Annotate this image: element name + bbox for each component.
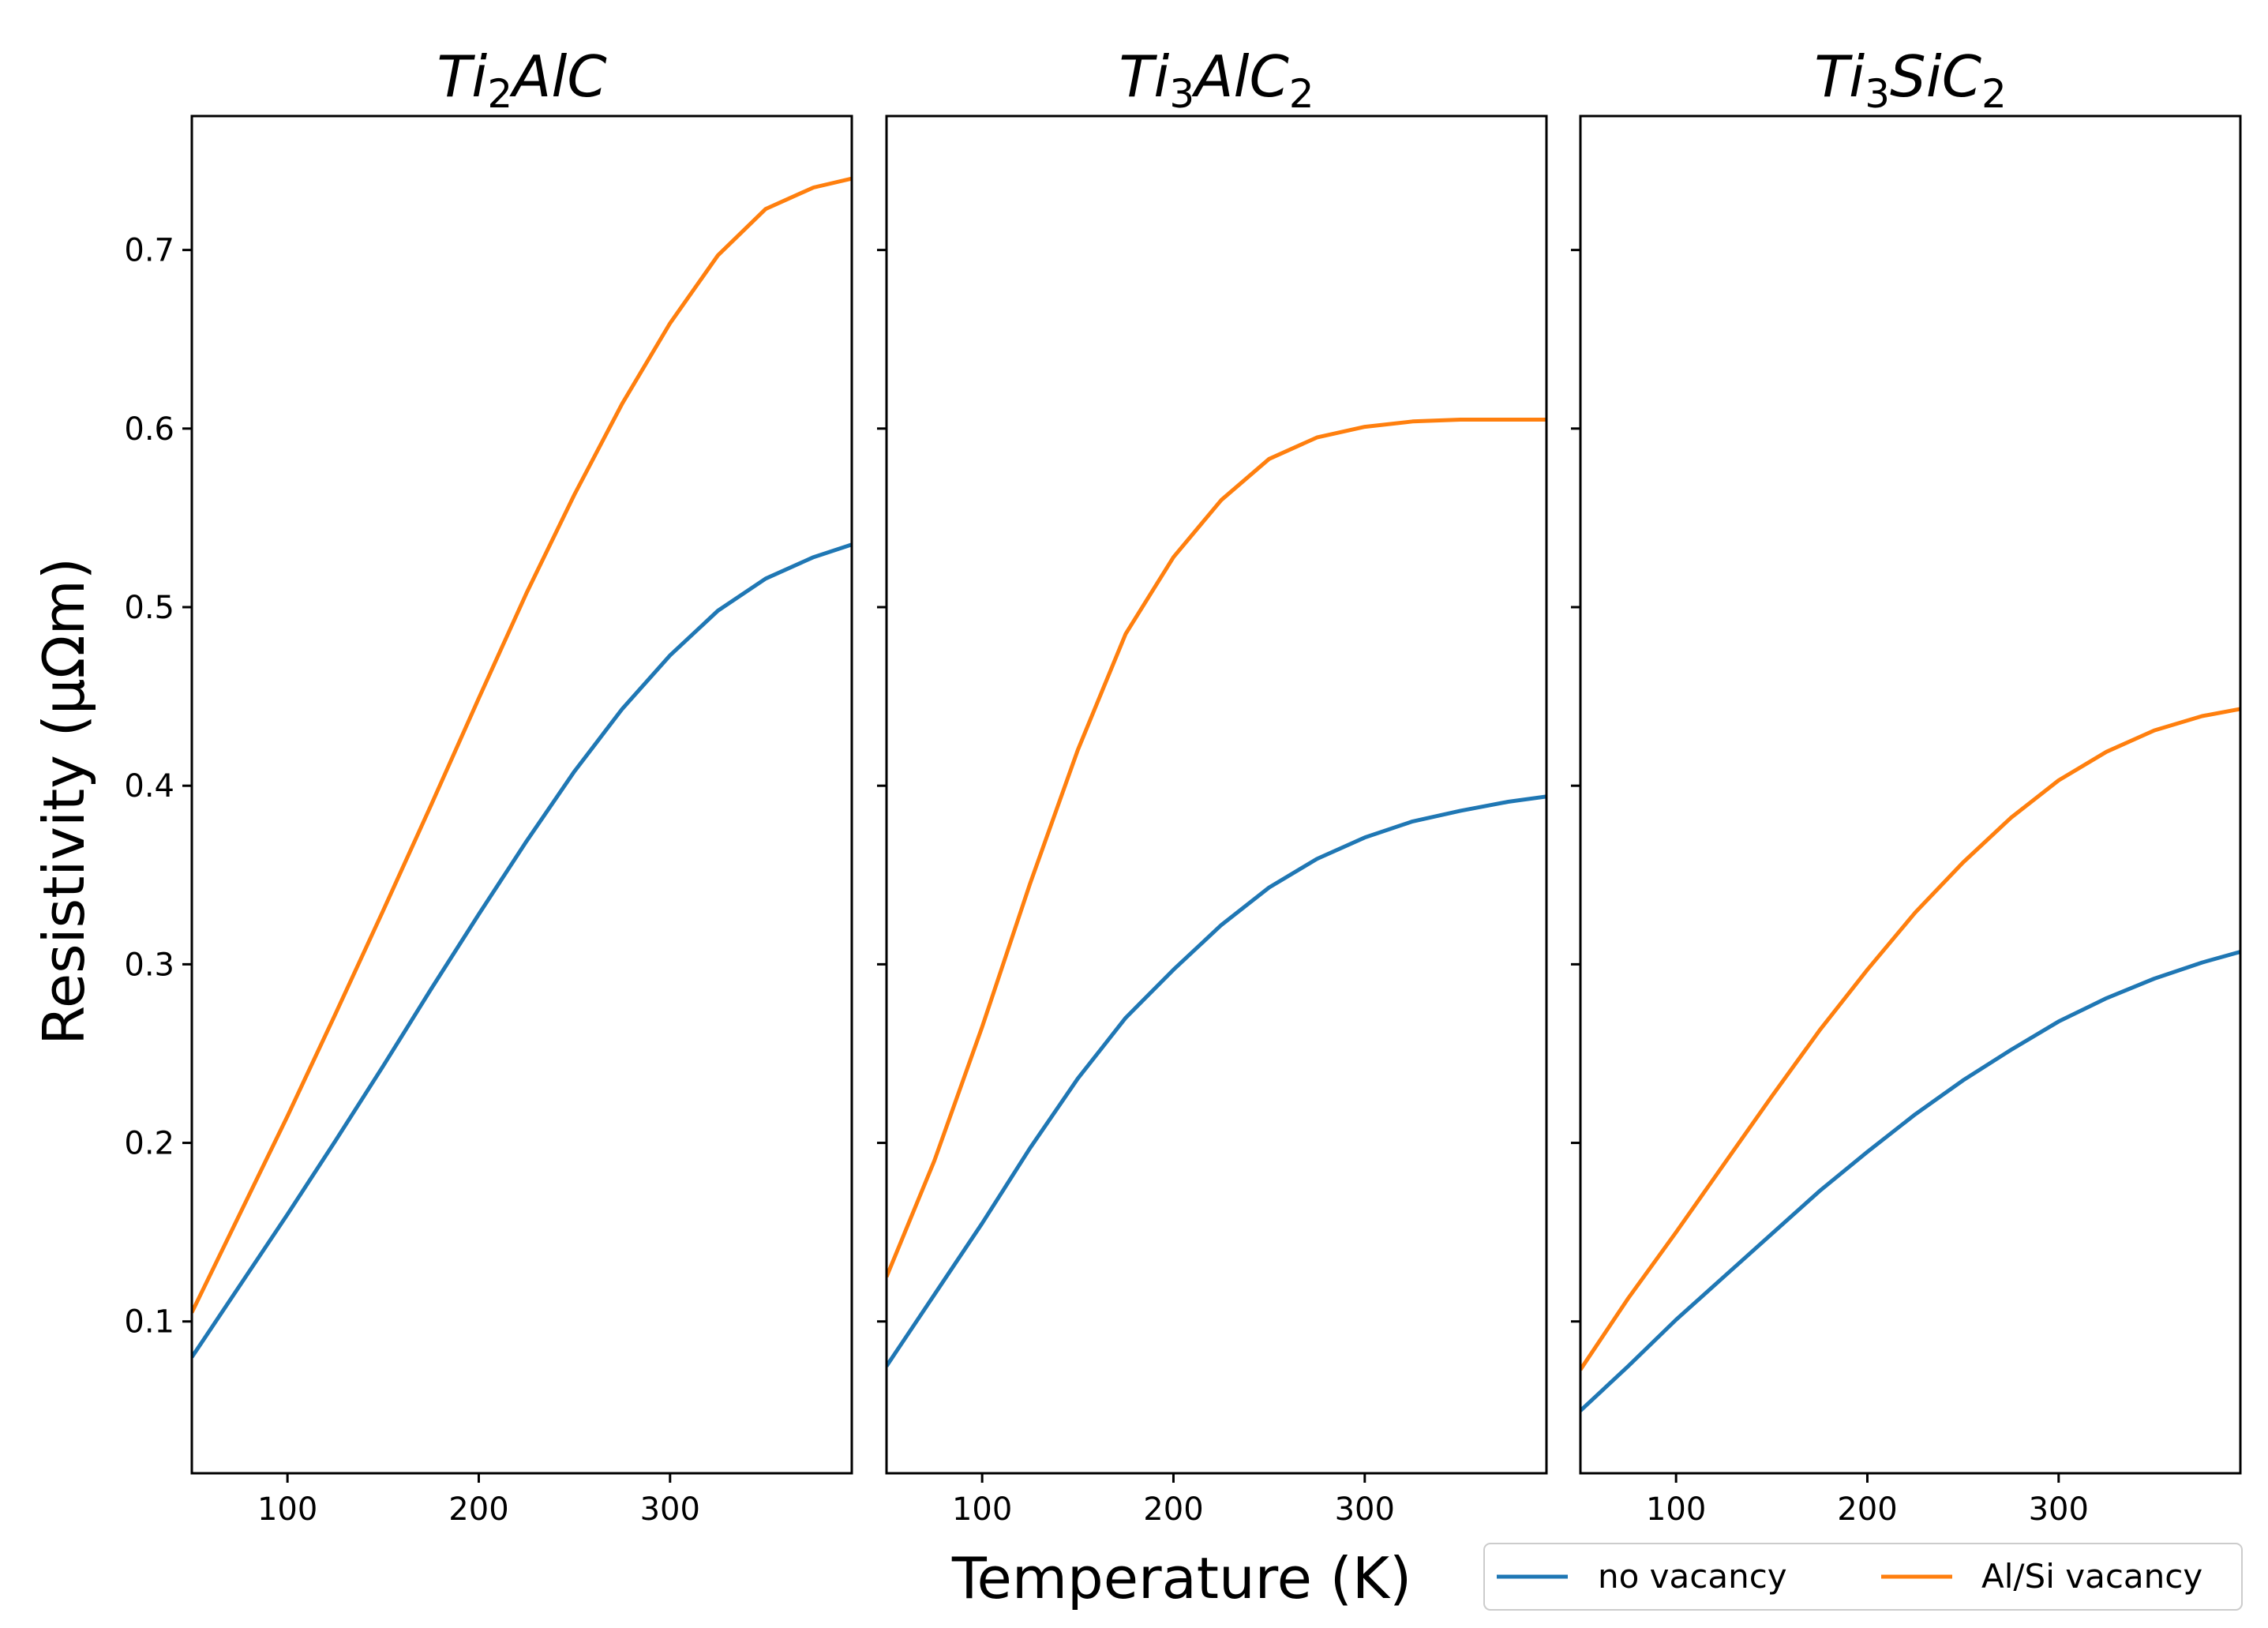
title-subscript: 3 — [1865, 71, 1890, 117]
series-line-al-si-vacancy — [887, 418, 1546, 1278]
series-line-al-si-vacancy — [1580, 707, 2240, 1371]
title-text: Ti — [1119, 43, 1169, 110]
title-text: Ti — [437, 43, 487, 110]
title-subscript: 2 — [1289, 71, 1314, 117]
y-tick-label: 0.2 — [124, 1126, 174, 1162]
x-tick-label: 100 — [257, 1491, 317, 1528]
legend-label-al-si-vacancy: Al/Si vacancy — [1981, 1557, 2202, 1596]
y-tick-label: 0.1 — [124, 1304, 174, 1341]
legend: no vacancy Al/Si vacancy — [1483, 1543, 2243, 1611]
title-text: Ti — [1814, 43, 1865, 110]
legend-box — [1483, 1543, 2243, 1611]
y-tick-label: 0.7 — [124, 233, 174, 269]
y-axis-label: Resistivity (μΩm) — [31, 557, 97, 1045]
x-axis-label: Temperature (K) — [951, 1545, 1411, 1611]
title-subscript: 2 — [1981, 71, 2007, 117]
series-line-no-vacancy — [887, 794, 1546, 1367]
title-text: AlC — [509, 43, 607, 110]
title-subscript: 3 — [1169, 71, 1194, 117]
x-tick-label: 300 — [2029, 1491, 2089, 1528]
x-tick-label: 200 — [1837, 1491, 1897, 1528]
panel-3: 100 200 300 Ti3SiC2 — [1571, 43, 2242, 1528]
title-subscript: 2 — [487, 71, 512, 117]
legend-label-no-vacancy: no vacancy — [1598, 1557, 1787, 1596]
x-tick-label: 200 — [1143, 1491, 1203, 1528]
x-tick-label: 100 — [952, 1491, 1012, 1528]
panel-title: Ti3SiC2 — [1814, 43, 2007, 117]
y-tick-label: 0.3 — [124, 947, 174, 983]
x-tick-label: 300 — [1335, 1491, 1395, 1528]
x-tick-label: 300 — [640, 1491, 700, 1528]
axes-frame — [885, 114, 1548, 1475]
x-tick-label: 200 — [448, 1491, 508, 1528]
panel-title: Ti2AlC — [437, 43, 607, 117]
title-text: SiC — [1890, 43, 1982, 110]
x-tick-label: 100 — [1646, 1491, 1706, 1528]
y-tick-label: 0.5 — [124, 590, 174, 626]
y-tick-label: 0.4 — [124, 768, 174, 805]
title-text: AlC — [1191, 43, 1289, 110]
y-tick-label: 0.6 — [124, 411, 174, 448]
panel-1: 100 200 300 0.1 0.2 0.3 0.4 0.5 0.6 0.7 Ti2AlC — [124, 43, 853, 1528]
panel-2: 100 200 300 Ti3AlC2 — [877, 43, 1548, 1528]
axes-frame — [1579, 114, 2242, 1475]
series-line-al-si-vacancy — [192, 176, 852, 1314]
axes-frame — [190, 114, 853, 1475]
series-line-no-vacancy — [192, 542, 852, 1359]
panel-title: Ti3AlC2 — [1119, 43, 1314, 117]
series-line-no-vacancy — [1580, 950, 2240, 1412]
